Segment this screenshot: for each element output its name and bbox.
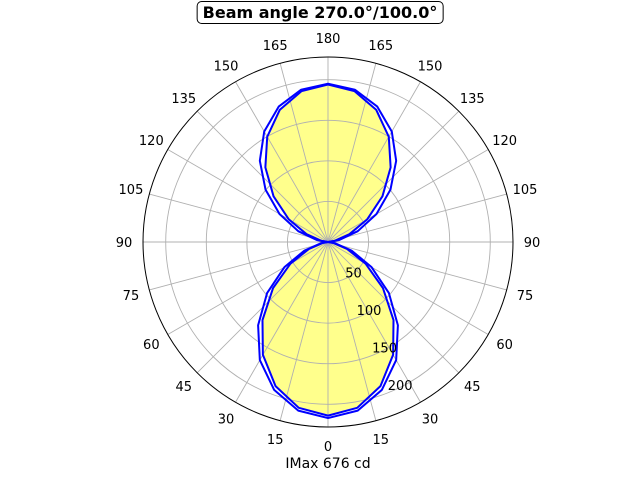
theta-tick-label: 165 — [263, 39, 288, 54]
grid-spoke — [327, 149, 489, 243]
theta-tick-label: 165 — [368, 39, 393, 54]
grid-spoke — [327, 193, 507, 243]
theta-tick-label: 30 — [218, 413, 235, 428]
theta-tick-label: 105 — [513, 183, 538, 198]
theta-tick-label: 15 — [373, 433, 390, 448]
grid-spoke — [235, 241, 329, 403]
grid-spoke — [235, 81, 329, 243]
theta-tick-label: 135 — [460, 92, 485, 107]
theta-tick-label: 60 — [496, 338, 513, 353]
theta-tick-label: 45 — [464, 380, 481, 395]
x-axis-label: IMax 676 cd — [285, 456, 371, 472]
r-tick-label: 50 — [345, 266, 362, 281]
theta-tick-label: 15 — [267, 433, 284, 448]
grid-spoke — [327, 81, 421, 243]
grid-spoke — [167, 241, 329, 335]
grid-spoke — [149, 193, 329, 243]
grid-spoke — [279, 63, 329, 243]
theta-tick-label: 120 — [492, 134, 517, 149]
polar-frame — [142, 56, 514, 428]
theta-tick-label: 105 — [119, 183, 144, 198]
grid-spoke — [149, 241, 329, 291]
theta-tick-label: 60 — [143, 338, 160, 353]
theta-tick-label: 75 — [123, 289, 140, 304]
grid-spoke — [327, 241, 377, 421]
chart-title: Beam angle 270.0°/100.0° — [196, 1, 444, 24]
theta-tick-label: 150 — [418, 59, 443, 74]
grid-spoke — [167, 149, 329, 243]
theta-tick-label: 90 — [524, 236, 541, 251]
theta-tick-label: 30 — [422, 413, 439, 428]
theta-tick-label: 180 — [316, 32, 341, 47]
grid-spoke — [279, 241, 329, 421]
theta-tick-label: 135 — [171, 92, 196, 107]
theta-tick-label: 120 — [139, 134, 164, 149]
theta-tick-label: 90 — [116, 236, 133, 251]
r-tick-label: 100 — [357, 304, 382, 319]
grid-spoke — [327, 241, 489, 335]
grid-spoke — [327, 241, 421, 403]
intensity-curve — [264, 83, 392, 243]
grid-spoke — [327, 63, 377, 243]
grid-spoke — [327, 241, 507, 291]
r-tick-label: 200 — [388, 379, 413, 394]
theta-tick-label: 0 — [324, 440, 332, 455]
r-tick-label: 150 — [372, 341, 397, 356]
theta-tick-label: 150 — [214, 59, 239, 74]
theta-tick-label: 75 — [517, 289, 534, 304]
theta-tick-label: 45 — [175, 380, 192, 395]
